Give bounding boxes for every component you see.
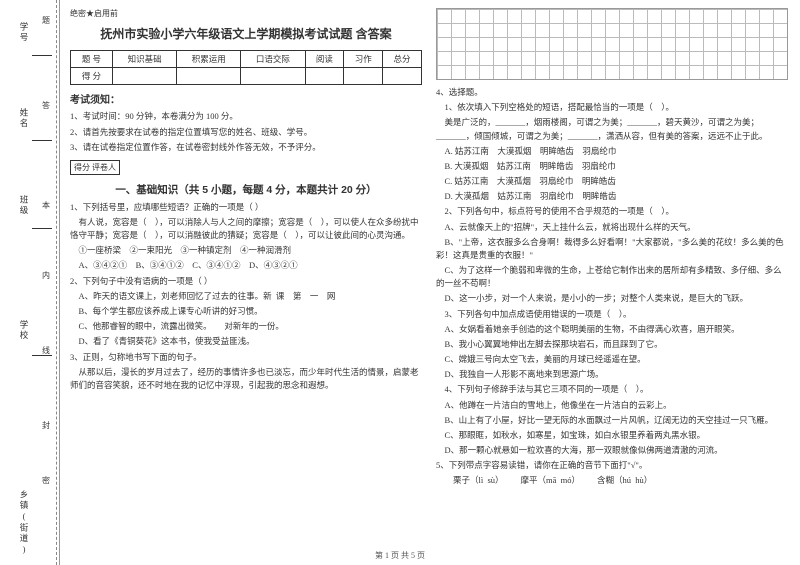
q4-1-b: B. 大漠孤烟 姑苏江南 明眸皓齿 羽扇纶巾 xyxy=(436,160,788,173)
seal-char: 本 xyxy=(42,200,50,211)
q4-1-c: C. 姑苏江南 大漠孤烟 羽扇纶巾 明眸皓齿 xyxy=(436,175,788,188)
q4-1-a: A. 姑苏江南 大漠孤烟 明眸皓齿 羽扇纶巾 xyxy=(436,145,788,158)
q2-b: B、每个学生都应该养成上课专心听讲的好习惯。 xyxy=(70,305,422,318)
left-column: 绝密★启用前 抚州市实验小学六年级语文上学期模拟考试试题 含答案 题 号 知识基… xyxy=(70,8,422,490)
q2-a: A、昨天的语文课上，刘老师回忆了过去的往事。新 课 第 一 网 xyxy=(70,290,422,303)
th: 习作 xyxy=(344,51,383,68)
right-column: 4、选择题。 1、依次填入下列空格处的短语，搭配最恰当的一项是（ ）。 美是广泛… xyxy=(436,8,788,490)
q1-options: ①一座桥梁 ②一束阳光 ③一种镇定剂 ④一种润滑剂 xyxy=(70,244,422,257)
notice-heading: 考试须知： xyxy=(70,91,422,106)
q1-stem: 1、下列括号里，应填哪些短语？正确的一项是（ ） xyxy=(70,201,422,214)
part1-title: 一、基础知识（共 5 小题，每题 4 分，本题共计 20 分） xyxy=(70,182,422,197)
q4-4-a: A、他蹲在一片洁白的雪地上，他像坐在一片洁白的云彩上。 xyxy=(436,399,788,412)
q5-stem: 5、下列带点字容易读错，请你在正确的音节下面打"√"。 xyxy=(436,459,788,472)
field-class: 班级 xyxy=(18,195,30,216)
q4-stem: 4、选择题。 xyxy=(436,86,788,99)
q3-body: 从那以后，漫长的岁月过去了，经历的事情许多也已淡忘，而少年时代生活的情景，启蒙老… xyxy=(70,366,422,392)
td[interactable] xyxy=(383,68,422,85)
q4-4-c: C、那眼眶，如秋水，如寒星，如宝珠，如白水银里养着两丸黑水银。 xyxy=(436,429,788,442)
table-row: 得 分 xyxy=(71,68,422,85)
td: 得 分 xyxy=(71,68,113,85)
q2-c: C、他那睿智的眼中，流露出微笑。 对新年的一份。 xyxy=(70,320,422,333)
classification-label: 绝密★启用前 xyxy=(70,8,422,19)
q4-3-d: D、我独自一人形影不离地来到思源广场。 xyxy=(436,368,788,381)
scorer-box: 得分 评卷人 xyxy=(70,160,120,175)
td[interactable] xyxy=(305,68,344,85)
seal-line xyxy=(56,0,57,565)
q4-3-stem: 3、下列各句中加点成语使用错误的一项是（ ）。 xyxy=(436,308,788,321)
q4-1-body: 美是广泛的，_______，烟雨楼阁，可谓之为美；_______，碧天黄沙，可谓… xyxy=(436,116,788,142)
q1-choices: A、③④②① B、③④①② C、③④①② D、④③②① xyxy=(70,259,422,272)
seal-char: 答 xyxy=(42,100,50,111)
q4-2-stem: 2、下列各句中，标点符号的使用不合乎规范的一项是（ ）。 xyxy=(436,205,788,218)
q4-3-c: C、嫦娥三号向太空飞去，美丽的月球已经遥遥在望。 xyxy=(436,353,788,366)
q1-body: 有人说，宽容是（ ），可以消除人与人之间的摩擦；宽容是（ ），可以使人在众多纷扰… xyxy=(70,216,422,242)
q5-line: 栗子（lì sù） 摩平（mā mó） 含糊（hú hù） xyxy=(436,474,788,487)
seal-char: 密 xyxy=(42,475,50,486)
q2-stem: 2、下列句子中没有语病的一项是（ ） xyxy=(70,275,422,288)
q4-4-stem: 4、下列句子修辞手法与其它三项不同的一项是（ ）。 xyxy=(436,383,788,396)
field-line xyxy=(32,228,52,229)
field-name: 姓名 xyxy=(18,108,30,129)
field-student-id: 学号 xyxy=(18,22,30,43)
td[interactable] xyxy=(112,68,176,85)
notice-item: 3、请在试卷指定位置作答，在试卷密封线外作答无效，不予评分。 xyxy=(70,141,422,155)
th: 题 号 xyxy=(71,51,113,68)
seal-char: 题 xyxy=(42,15,50,26)
td[interactable] xyxy=(344,68,383,85)
th: 阅读 xyxy=(305,51,344,68)
q3-stem: 3、正则，匀称地书写下面的句子。 xyxy=(70,351,422,364)
th: 总分 xyxy=(383,51,422,68)
td[interactable] xyxy=(177,68,241,85)
field-school: 学校 xyxy=(18,320,30,341)
field-town: 乡镇(街道) xyxy=(18,490,30,556)
page-footer: 第 1 页 共 5 页 xyxy=(0,550,800,561)
q4-3-b: B、我小心翼翼地伸出左脚去探那块岩石，而且踩到了它。 xyxy=(436,338,788,351)
score-table: 题 号 知识基础 积累运用 口语交际 阅读 习作 总分 得 分 xyxy=(70,50,422,85)
td[interactable] xyxy=(241,68,305,85)
seal-char: 线 xyxy=(42,345,50,356)
seal-char: 封 xyxy=(42,420,50,431)
q4-2-d: D、这一小步，对一个人来说，是小小的一步；对整个人类来说，是巨大的飞跃。 xyxy=(436,292,788,305)
table-row: 题 号 知识基础 积累运用 口语交际 阅读 习作 总分 xyxy=(71,51,422,68)
notice-item: 2、请首先按要求在试卷的指定位置填写您的姓名、班级、学号。 xyxy=(70,126,422,140)
notice-item: 1、考试时间：90 分钟，本卷满分为 100 分。 xyxy=(70,110,422,124)
q4-1-d: D. 大漠孤烟 姑苏江南 羽扇纶巾 明眸皓齿 xyxy=(436,190,788,203)
q4-1-stem: 1、依次填入下列空格处的短语，搭配最恰当的一项是（ ）。 xyxy=(436,101,788,114)
q4-4-d: D、那一颗心就悬如一粒欢喜的大海，那一双眼就像似佛两道清澈的河流。 xyxy=(436,444,788,457)
seal-char: 内 xyxy=(42,270,50,281)
field-line xyxy=(32,140,52,141)
field-line xyxy=(32,55,52,56)
exam-title: 抚州市实验小学六年级语文上学期模拟考试试题 含答案 xyxy=(70,25,422,42)
th: 知识基础 xyxy=(112,51,176,68)
th: 积累运用 xyxy=(177,51,241,68)
q4-2-c: C、为了这样一个脆弱和卑微的生命，上苍给它制作出来的居所却有多精致、多仔细、多么… xyxy=(436,264,788,290)
q4-4-b: B、山上有了小屋，好比一望无际的水面飘过一片风帆，辽阔无边的天空挂过一只飞雁。 xyxy=(436,414,788,427)
th: 口语交际 xyxy=(241,51,305,68)
q4-2-a: A、云就像天上的"招牌"，天上挂什么云，就将出现什么样的天气。 xyxy=(436,221,788,234)
q4-2-b: B、"上帝，这衣服多么合身啊！裁得多么好看啊！"大家都说，"多么美的花纹！多么美… xyxy=(436,236,788,262)
binding-margin xyxy=(0,0,60,565)
writing-grid[interactable] xyxy=(436,8,788,80)
q2-d: D、看了《青铜葵花》这本书，使我受益匪浅。 xyxy=(70,335,422,348)
q4-3-a: A、女娲看着她亲手创造的这个聪明美丽的生物，不由得满心欢喜，眉开眼笑。 xyxy=(436,323,788,336)
main-content: 绝密★启用前 抚州市实验小学六年级语文上学期模拟考试试题 含答案 题 号 知识基… xyxy=(70,8,790,490)
